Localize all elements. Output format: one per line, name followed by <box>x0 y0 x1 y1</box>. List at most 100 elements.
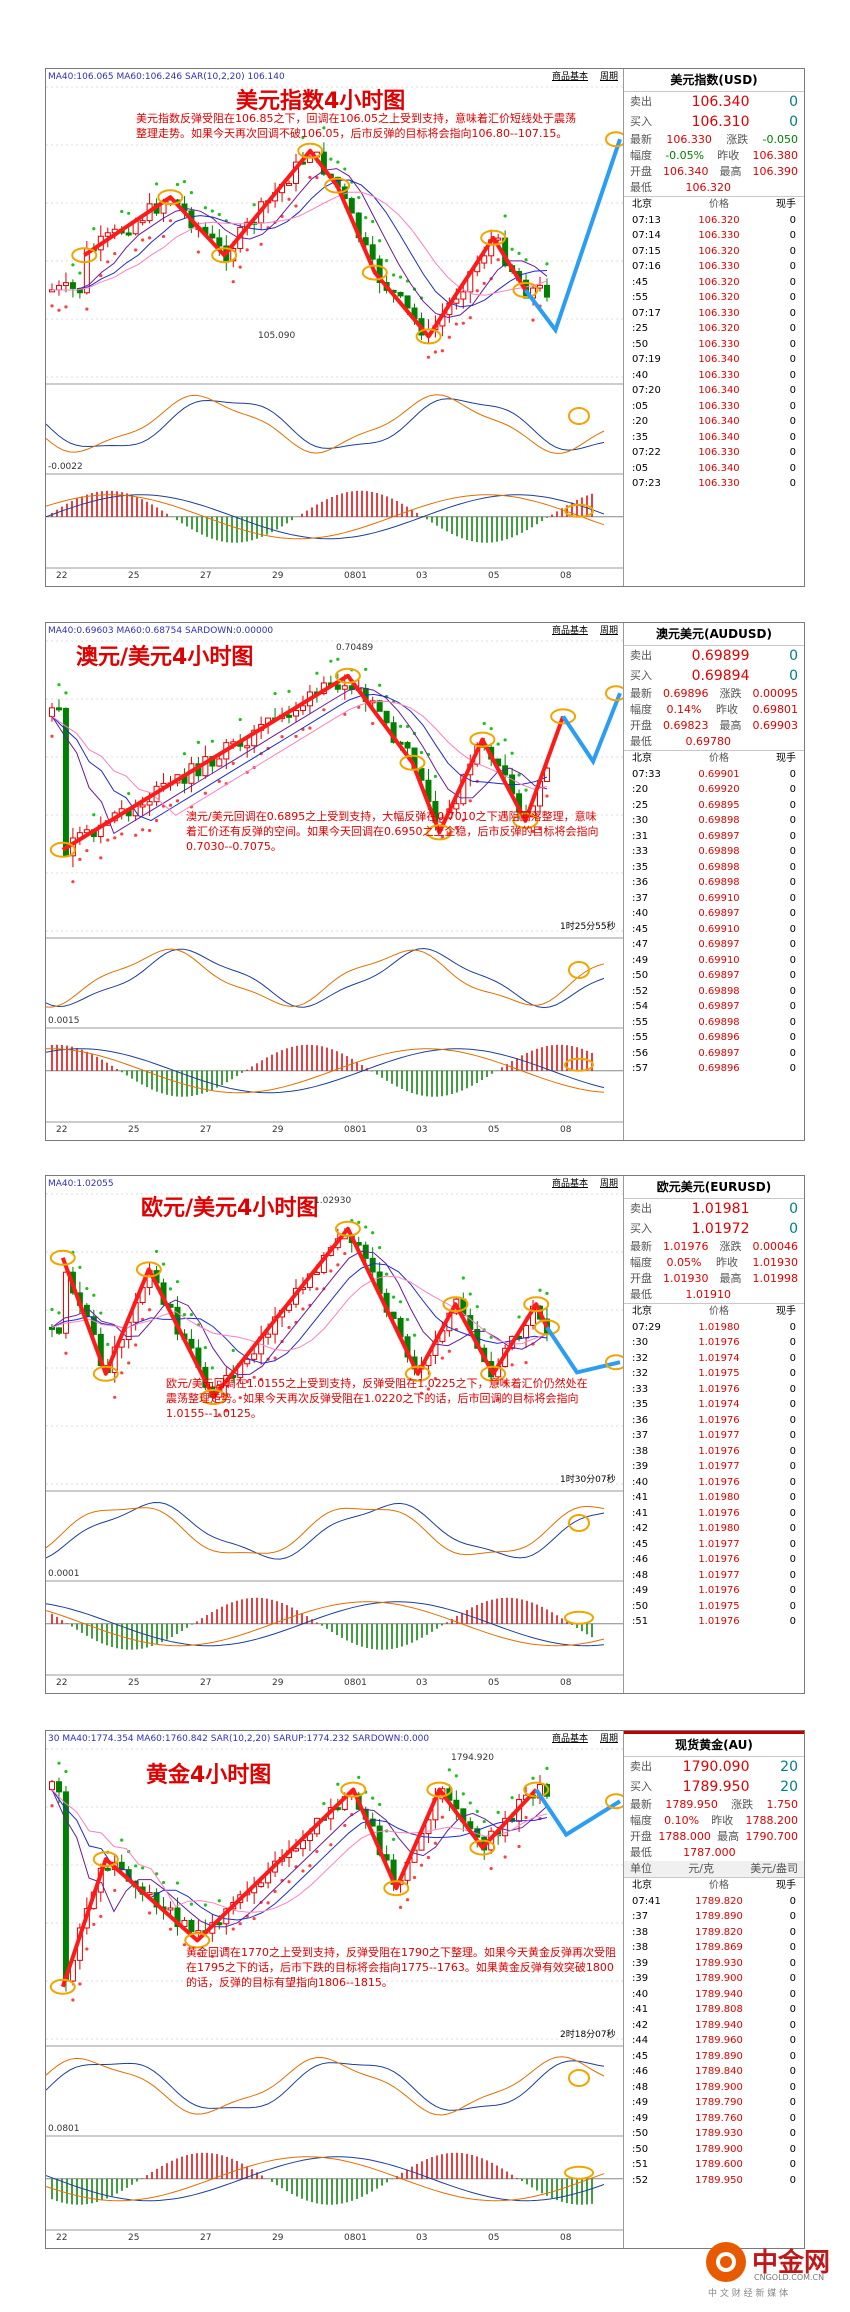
tick-row: 07:33 0.69901 0 <box>624 767 804 783</box>
sar-dot <box>50 304 54 308</box>
sar-dot <box>210 209 214 213</box>
tick-volume: 0 <box>789 2097 796 2108</box>
tick-price: 1789.890 <box>695 1911 743 1922</box>
tick-price: 0.69896 <box>698 1032 740 1043</box>
chart-canvas-usd <box>46 86 624 569</box>
tick-price: 1789.790 <box>695 2097 743 2108</box>
tick-row: 07:22 106.330 0 <box>624 445 804 461</box>
tick-volume: 0 <box>789 1461 796 1472</box>
tab-1[interactable]: 周期 <box>599 1179 618 1189</box>
tab-0[interactable]: 商品基本 <box>551 72 588 82</box>
indicator-bar: MA40:106.065 MA60:106.246 SAR(10,2,20) 1… <box>46 69 804 85</box>
quote-stat-cell: 0.00046 <box>752 1240 799 1253</box>
forecast-circle <box>605 131 624 148</box>
candle-body <box>167 1907 174 1911</box>
tick-header-cell: 价格 <box>709 199 729 210</box>
chart-title: 澳元/美元4小时图 <box>76 645 254 670</box>
tick-row: :45 1.01977 0 <box>624 1537 804 1553</box>
tick-header: 北京 价格 现手 <box>624 196 804 213</box>
pivot-circle <box>297 142 324 159</box>
tick-price: 1.01976 <box>698 1383 740 1395</box>
tick-time: :49 <box>632 1585 649 1596</box>
tab-1[interactable]: 周期 <box>599 72 618 82</box>
sar-dot <box>168 219 173 223</box>
sar-dot <box>294 204 298 208</box>
pivot-circle <box>49 841 76 858</box>
quote-stat-cell: 1790.700 <box>745 1830 798 1843</box>
sar-dot <box>127 211 131 215</box>
tab-0[interactable]: 商品基本 <box>551 1734 588 1744</box>
sar-dot <box>217 1899 221 1903</box>
candle-body <box>209 233 216 239</box>
quote-stat-cell: 开盘 <box>630 1830 652 1843</box>
tick-row: :42 1.01980 0 <box>624 1521 804 1537</box>
oscillator-circle <box>568 961 590 979</box>
quote-stat-cell: 0.69823 <box>663 719 709 732</box>
tick-row: :46 1.01976 0 <box>624 1552 804 1568</box>
quote-stat-row: 开盘 106.340 最高 106.390 <box>624 164 804 180</box>
tick-time: :42 <box>632 2019 649 2031</box>
tick-time: :45 <box>632 2050 649 2062</box>
tab-0[interactable]: 商品基本 <box>551 1179 588 1189</box>
tick-volume: 0 <box>789 2128 796 2139</box>
tick-row: :20 0.69920 0 <box>624 782 804 798</box>
sar-dot <box>217 779 221 783</box>
sar-dot <box>182 1943 187 1947</box>
chart-panel-gold: 30 MA40:1774.354 MA60:1760.842 SAR(10,2,… <box>45 1730 805 2249</box>
tab-0[interactable]: 商品基本 <box>551 626 588 636</box>
candle-body <box>258 1882 265 1887</box>
sar-dot <box>538 1288 542 1292</box>
buy-price: 0.69894 <box>691 668 750 684</box>
tick-price: 1.01977 <box>698 1461 740 1472</box>
tick-price: 1.01977 <box>698 1430 740 1441</box>
tick-volume: 0 <box>789 276 796 288</box>
buy-volume: 0 <box>789 1221 798 1237</box>
quote-stat-cell: 106.340 <box>663 165 709 178</box>
tick-time: :40 <box>632 1988 649 2000</box>
pivot-circle <box>49 1978 76 1995</box>
candle-body <box>383 710 390 724</box>
sar-dot <box>252 1916 256 1921</box>
tick-row: 07:15 106.320 0 <box>624 244 804 260</box>
candle-body <box>397 291 404 297</box>
tick-row: :49 0.69910 0 <box>624 953 804 969</box>
quote-stat-cell: 0.05% <box>666 1256 702 1269</box>
tick-row: :38 1789.869 0 <box>624 1940 804 1956</box>
tick-volume: 0 <box>789 830 796 842</box>
tick-time: :51 <box>632 2159 649 2170</box>
sar-dot <box>510 1796 514 1800</box>
tab-1[interactable]: 周期 <box>599 626 618 636</box>
sar-dot <box>405 1317 410 1322</box>
quote-stat-cell: 开盘 <box>630 165 652 178</box>
tab-1[interactable]: 周期 <box>599 1734 618 1744</box>
quote-stat-cell: 最低 <box>630 1288 652 1301</box>
tick-time: :46 <box>632 2066 649 2077</box>
quote-stat-cell: 1788.000 <box>658 1830 711 1843</box>
tick-price: 1789.940 <box>695 2019 743 2031</box>
sar-dot <box>147 1308 152 1312</box>
quote-stat-cell: 最低 <box>630 735 652 748</box>
tick-volume: 0 <box>789 2159 796 2170</box>
sar-dot <box>287 1880 291 1884</box>
x-tick-label: 0801 <box>344 2233 367 2243</box>
candle-body <box>460 291 467 300</box>
low-price-label: 105.090 <box>258 331 296 341</box>
buy-price: 1789.950 <box>682 1779 750 1795</box>
tick-time: :52 <box>632 2174 649 2186</box>
sar-dot <box>301 1307 305 1311</box>
macd-axis-label: 0.0801 <box>48 2124 80 2134</box>
quote-stat-cell: 幅度 <box>630 1814 652 1827</box>
sar-dot <box>127 1361 131 1365</box>
quote-sell-row: 卖出 0.69899 0 <box>624 646 804 666</box>
sar-dot <box>538 827 542 831</box>
tick-volume: 0 <box>789 385 796 396</box>
x-tick-label: 08 <box>560 1678 572 1688</box>
logo-mark-icon <box>706 2242 746 2282</box>
tick-volume: 0 <box>789 923 796 935</box>
sar-dot <box>482 281 486 285</box>
tick-price: 1.01977 <box>698 1569 740 1581</box>
tick-row: 07:29 1.01980 0 <box>624 1320 804 1336</box>
tick-time: :41 <box>632 1492 649 1503</box>
tick-row: :50 106.330 0 <box>624 337 804 353</box>
chart-canvas-aud <box>46 640 624 1123</box>
